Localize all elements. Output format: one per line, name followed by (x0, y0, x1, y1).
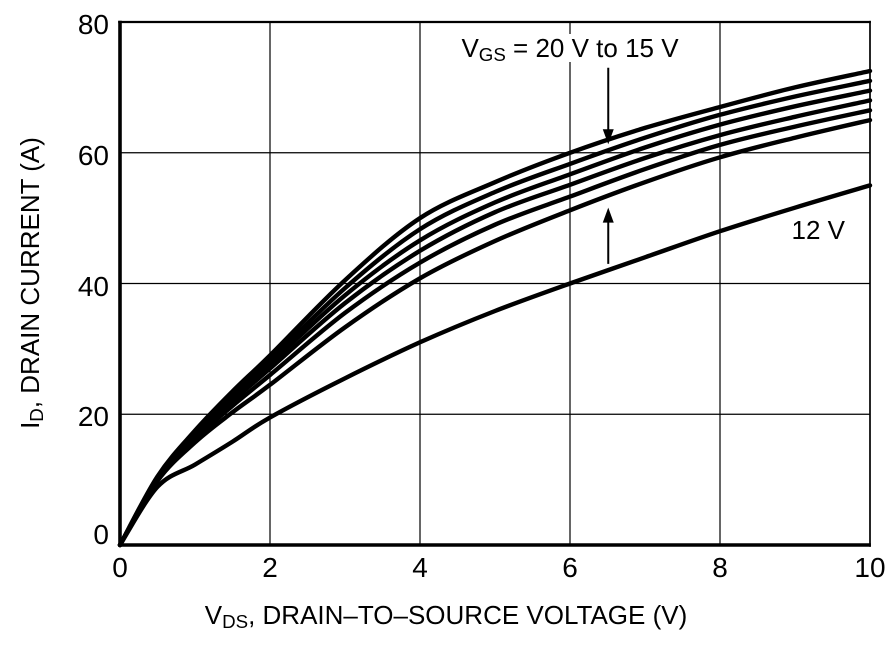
x-tick-label: 10 (854, 552, 886, 583)
x-tick-label: 2 (262, 552, 278, 583)
y-tick-label: 0 (93, 519, 109, 550)
y-tick-label: 80 (77, 9, 109, 40)
x-tick-label: 4 (412, 552, 428, 583)
y-tick-label: 40 (77, 270, 109, 302)
curve-label-12v: 12 V (791, 214, 846, 245)
y-tick-label: 60 (77, 139, 109, 171)
vgs-annotation-text: = 20 V to 15 V (505, 33, 679, 64)
x-axis-title-subscript: DS (222, 611, 249, 633)
vgs-annotation-subscript: GS (478, 44, 506, 66)
annotation-arrowhead-down-icon (602, 129, 614, 145)
x-axis-title: VDS, DRAIN–TO–SOURCE VOLTAGE (V) (204, 600, 688, 631)
x-axis-title-symbol: V (204, 600, 223, 630)
curve-vgs-16-v (117, 108, 873, 548)
curve-vgs-15-v (117, 117, 873, 548)
curve-vgs-12-v (117, 183, 873, 548)
vgs-annotation-symbol: V (461, 33, 479, 64)
curve-vgs-20-v (117, 68, 873, 548)
curve-vgs-18-v (117, 88, 873, 548)
x-tick-label: 6 (562, 552, 578, 583)
x-tick-label: 8 (712, 552, 728, 583)
curve-vgs-17-v (117, 98, 873, 548)
x-axis-title-text: , DRAIN–TO–SOURCE VOLTAGE (V) (248, 600, 688, 630)
vgs-range-annotation: VGS = 20 V to 15 V (456, 33, 684, 66)
annotation-arrowhead-up-icon (602, 207, 614, 223)
x-tick-label: 0 (112, 552, 128, 583)
y-tick-label: 20 (77, 401, 109, 433)
